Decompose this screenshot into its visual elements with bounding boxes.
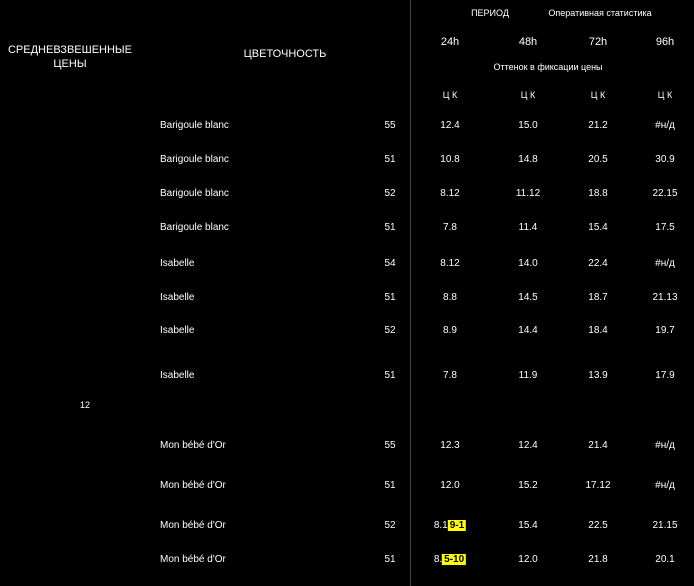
row-s: 55 — [384, 120, 395, 131]
row-s: 52 — [384, 325, 395, 336]
row-a: 8.12 — [440, 258, 459, 269]
row-a: 7.8 — [443, 370, 457, 381]
header-period: ПЕРИОД — [471, 8, 509, 18]
header-left-bot: ЦЕНЫ — [53, 58, 86, 70]
sub-2: Ц К — [591, 90, 605, 100]
col-48h: 48h — [519, 36, 537, 48]
row-a-hl: 8.19-1 — [434, 520, 466, 531]
row-c: 22.4 — [588, 258, 607, 269]
row-b: 15.4 — [518, 520, 537, 531]
col-72h: 72h — [589, 36, 607, 48]
row-name: Barigoule blanc — [160, 154, 229, 165]
row-a: 8.9 — [443, 325, 457, 336]
row-a: 12.4 — [440, 120, 459, 131]
row-a: 12.0 — [440, 480, 459, 491]
row-d: #н/д — [655, 120, 675, 131]
row-b: 14.4 — [518, 325, 537, 336]
row-c: 17.12 — [585, 480, 610, 491]
row-s: 51 — [384, 554, 395, 565]
header-stat: Оперативная статистика — [548, 8, 651, 18]
row-name: Barigoule blanc — [160, 188, 229, 199]
row-s: 51 — [384, 154, 395, 165]
row-name: Barigoule blanc — [160, 120, 229, 131]
row-a: 8.12 — [440, 188, 459, 199]
row-d: 21.13 — [652, 292, 677, 303]
header-shade: Оттенок в фиксации цены — [493, 62, 602, 72]
row-name: Isabelle — [160, 258, 194, 269]
row-d: 22.15 — [652, 188, 677, 199]
row-name: Mon bébé d'Or — [160, 554, 226, 565]
row-c: 21.2 — [588, 120, 607, 131]
row-c: 21.4 — [588, 440, 607, 451]
header-mid: ЦВЕТОЧНОСТЬ — [244, 48, 327, 60]
row-a: 8.8 — [443, 292, 457, 303]
sub-0: Ц К — [443, 90, 457, 100]
row-s: 52 — [384, 520, 395, 531]
row-s: 55 — [384, 440, 395, 451]
row-d: 17.9 — [655, 370, 674, 381]
row-s: 54 — [384, 258, 395, 269]
row-s: 51 — [384, 370, 395, 381]
row-name: Isabelle — [160, 370, 194, 381]
row-d: #н/д — [655, 258, 675, 269]
row-a: 7.8 — [443, 222, 457, 233]
row-c: 22.5 — [588, 520, 607, 531]
row-b: 12.4 — [518, 440, 537, 451]
row-a: 12.3 — [440, 440, 459, 451]
row-c: 21.8 — [588, 554, 607, 565]
row-a: 10.8 — [440, 154, 459, 165]
row-a-hl: 8.5-10 — [434, 554, 466, 565]
sub-3: Ц К — [658, 90, 672, 100]
row-name: Isabelle — [160, 325, 194, 336]
row-name: Mon bébé d'Or — [160, 480, 226, 491]
row-d: 30.9 — [655, 154, 674, 165]
row-d: 20.1 — [655, 554, 674, 565]
row-name: Barigoule blanc — [160, 222, 229, 233]
row-b: 15.2 — [518, 480, 537, 491]
row-s: 51 — [384, 292, 395, 303]
row-c: 18.7 — [588, 292, 607, 303]
row-d: #н/д — [655, 440, 675, 451]
row-b: 15.0 — [518, 120, 537, 131]
row-b: 11.12 — [516, 188, 540, 199]
row-c: 18.4 — [588, 325, 607, 336]
row-b: 11.9 — [519, 370, 538, 381]
row-name: Mon bébé d'Or — [160, 520, 226, 531]
row-s: 51 — [384, 222, 395, 233]
row-s: 52 — [384, 188, 395, 199]
row-c: 13.9 — [588, 370, 607, 381]
sub-1: Ц К — [521, 90, 535, 100]
row-b: 14.5 — [518, 292, 537, 303]
header-left-top: СРЕДНЕВЗВЕШЕННЫЕ — [8, 44, 132, 56]
row-c: 20.5 — [588, 154, 607, 165]
row-s: 51 — [384, 480, 395, 491]
row-d: 17.5 — [655, 222, 674, 233]
row-b: 12.0 — [518, 554, 537, 565]
col-24h: 24h — [441, 36, 459, 48]
page: СРЕДНЕВЗВЕШЕННЫЕ ЦЕНЫ ЦВЕТОЧНОСТЬ ПЕРИОД Опе… — [0, 0, 694, 586]
row-name: Isabelle — [160, 292, 194, 303]
row-b: 14.0 — [518, 258, 537, 269]
row-name: Mon bébé d'Or — [160, 440, 226, 451]
row-b: 14.8 — [518, 154, 537, 165]
row-d: 19.7 — [655, 325, 674, 336]
row-c: 18.8 — [588, 188, 607, 199]
col-96h: 96h — [656, 36, 674, 48]
row-b: 11.4 — [519, 222, 538, 233]
left-num: 12 — [80, 400, 90, 410]
row-d: 21.15 — [652, 520, 677, 531]
divider — [410, 0, 411, 586]
row-c: 15.4 — [588, 222, 607, 233]
row-d: #н/д — [655, 480, 675, 491]
